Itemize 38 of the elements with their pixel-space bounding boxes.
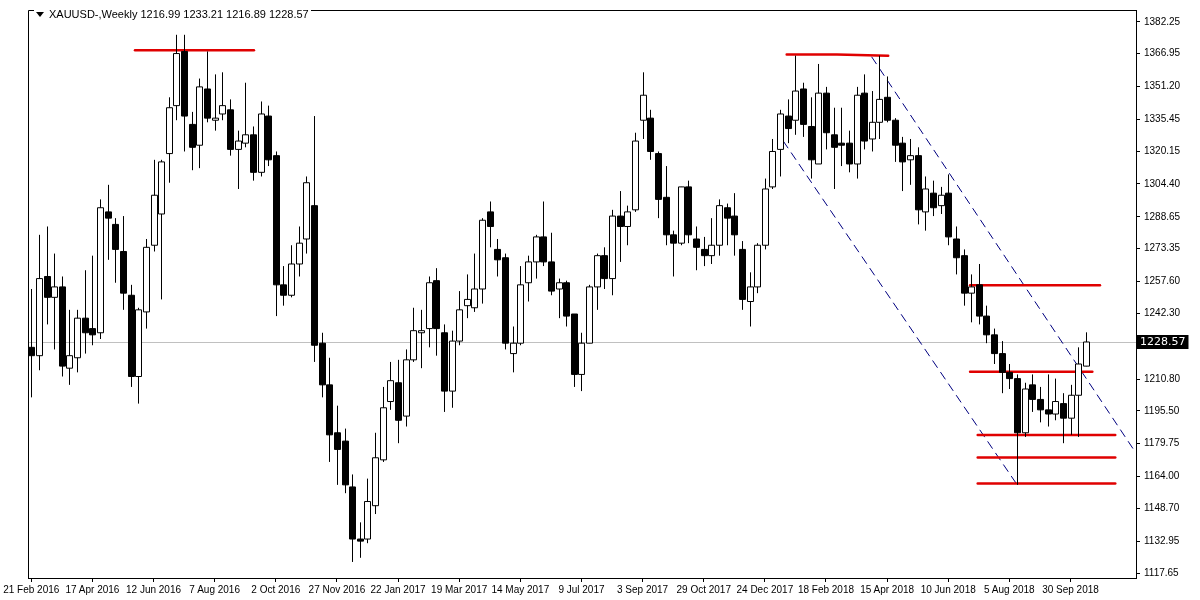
y-tick-label: 1242.30 <box>1144 307 1181 319</box>
y-tick-label: 1257.60 <box>1144 275 1181 287</box>
x-tick-label: 14 May 2017 <box>491 583 550 595</box>
x-tick-label: 19 Mar 2017 <box>431 583 488 595</box>
y-tick-label: 1210.80 <box>1144 372 1181 384</box>
y-tick-label: 1382.25 <box>1144 15 1181 27</box>
x-tick-label: 18 Feb 2018 <box>797 583 855 595</box>
x-tick-label: 5 Aug 2018 <box>984 583 1036 595</box>
y-tick-label: 1335.45 <box>1144 113 1181 125</box>
x-tick-label: 9 Jul 2017 <box>558 583 605 595</box>
x-tick-label: 29 Oct 2017 <box>676 583 732 595</box>
y-tick-label: 1117.65 <box>1144 566 1180 578</box>
x-tick-label: 7 Aug 2016 <box>189 583 241 595</box>
y-tick-label: 1304.40 <box>1144 177 1181 189</box>
x-tick-label: 24 Dec 2017 <box>736 583 794 595</box>
candlestick <box>693 225 700 271</box>
x-tick-label: 15 Apr 2018 <box>860 583 915 595</box>
y-tick-label: 1179.75 <box>1144 437 1180 449</box>
x-tick-label: 17 Apr 2016 <box>65 583 120 595</box>
x-tick-label: 22 Jan 2017 <box>370 583 427 595</box>
y-tick-label: 1288.65 <box>1144 210 1181 222</box>
y-tick-label: 1273.35 <box>1144 242 1181 254</box>
y-tick-label: 1320.15 <box>1144 144 1181 156</box>
x-tick-label: 30 Sep 2018 <box>1042 583 1100 595</box>
x-tick-label: 3 Sep 2017 <box>617 583 669 595</box>
y-tick-label: 1132.95 <box>1144 534 1180 546</box>
y-tick-label: 1148.70 <box>1144 502 1180 514</box>
x-tick-label: 21 Feb 2016 <box>3 583 60 595</box>
y-tick-label: 1366.95 <box>1144 47 1181 59</box>
y-tick-label: 1351.20 <box>1144 80 1181 92</box>
y-tick-label: 1164.00 <box>1144 470 1180 482</box>
x-tick-label: 12 Jun 2016 <box>126 583 182 595</box>
x-tick-label: 10 Jun 2018 <box>920 583 977 595</box>
ref-line-label: 1228.57 <box>1140 334 1186 348</box>
y-tick-label: 1195.50 <box>1144 404 1180 416</box>
x-tick-label: 2 Oct 2016 <box>251 583 301 595</box>
chart-title: XAUUSD-,Weekly 1216.99 1233.21 1216.89 1228.57 <box>49 8 309 20</box>
x-tick-label: 27 Nov 2016 <box>308 583 366 595</box>
